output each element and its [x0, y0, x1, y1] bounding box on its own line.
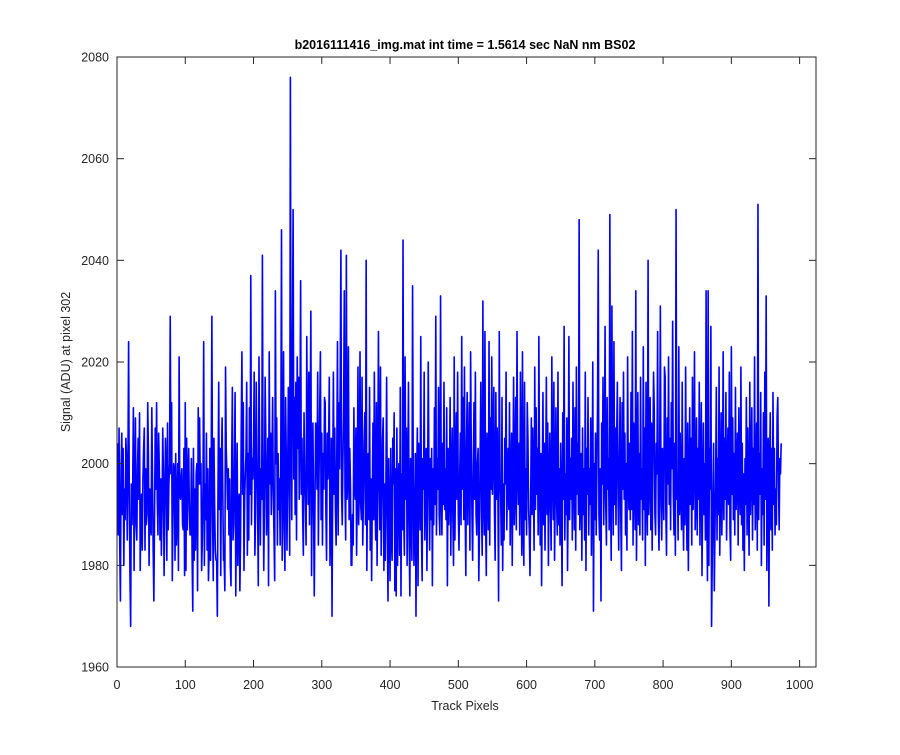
chart-title: b2016111416_img.mat int time = 1.5614 se… — [295, 38, 636, 52]
y-tick-label-1980: 1980 — [81, 559, 109, 573]
x-tick-label-100: 100 — [175, 678, 196, 692]
x-tick-label-1000: 1000 — [786, 678, 814, 692]
x-tick-label-900: 900 — [721, 678, 742, 692]
x-axis-label: Track Pixels — [431, 699, 499, 713]
y-axis-label: Signal (ADU) at pixel 302 — [59, 292, 73, 432]
x-tick-label-200: 200 — [243, 678, 264, 692]
y-tick-label-2020: 2020 — [81, 356, 109, 370]
y-tick-label-2060: 2060 — [81, 152, 109, 166]
x-tick-label-700: 700 — [584, 678, 605, 692]
x-tick-label-500: 500 — [448, 678, 469, 692]
x-axis: 0 100 200 300 400 500 600 700 800 900 1000 — [114, 57, 814, 692]
x-tick-label-0: 0 — [114, 678, 121, 692]
x-tick-label-400: 400 — [380, 678, 401, 692]
series-line-0 — [116, 76, 782, 628]
y-tick-label-2040: 2040 — [81, 254, 109, 268]
x-tick-label-300: 300 — [311, 678, 332, 692]
x-tick-label-800: 800 — [653, 678, 674, 692]
y-tick-label-1960: 1960 — [81, 661, 109, 675]
series-layer — [116, 76, 782, 628]
y-axis: 1960 1980 2000 2020 2040 2060 2080 — [81, 51, 816, 675]
y-tick-label-2080: 2080 — [81, 51, 109, 65]
x-tick-label-600: 600 — [516, 678, 537, 692]
y-tick-label-2000: 2000 — [81, 457, 109, 471]
